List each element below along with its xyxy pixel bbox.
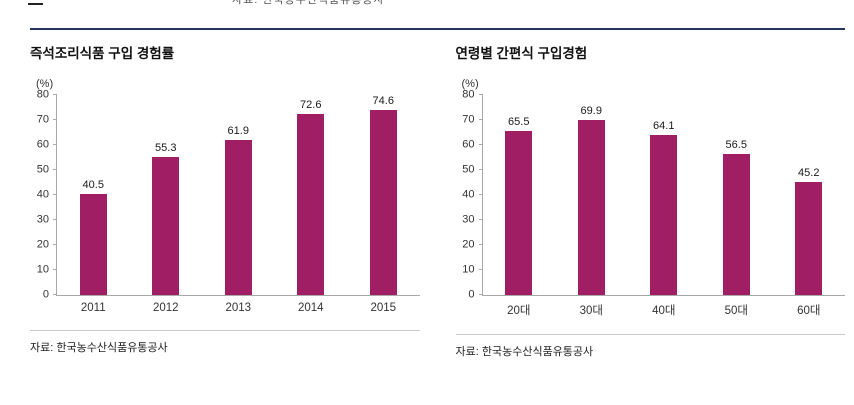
source-note: 자료: 한국농수산식품유통공사	[455, 334, 845, 359]
y-tick-label: 40	[462, 188, 475, 201]
bars-container: 40.5 55.3 61.9 72.6 74.6	[57, 95, 420, 295]
y-tick-mark	[53, 294, 57, 295]
bar-value-label: 40.5	[82, 178, 104, 191]
chart-title: 연령별 간편식 구입경험	[455, 46, 588, 61]
plot-area: 40.5 55.3 61.9 72.6 74.6	[53, 94, 420, 296]
y-tick-label: 20	[36, 238, 49, 251]
bar	[795, 182, 823, 295]
bar	[505, 131, 533, 295]
x-axis-label: 2014	[297, 302, 324, 314]
clipped-top-source-label: 자료: 한국농수산식품유통공사	[232, 0, 385, 6]
bar-group: 56.5	[704, 95, 768, 295]
header-divider-line	[30, 28, 845, 30]
y-tick-mark	[478, 94, 483, 95]
y-tick-label: 70	[462, 113, 475, 126]
charts-row: 즉석조리식품 구입 경험률 (%) 0 10 20 30 40 50 60 70 80 40.5…	[30, 40, 845, 359]
chart-title: 즉석조리식품 구입 경험률	[30, 46, 175, 61]
y-tick-label: 0	[42, 288, 49, 301]
bar-value-label: 61.9	[227, 125, 249, 138]
y-tick-mark	[53, 94, 57, 95]
source-note: 자료: 한국농수산식품유통공사	[30, 330, 420, 355]
y-tick-label: 10	[462, 263, 475, 276]
x-axis-label: 2015	[370, 302, 397, 314]
y-tick-label: 70	[36, 113, 49, 126]
y-tick-label: 60	[462, 138, 475, 151]
chart-body: 0 10 20 30 40 50 60 70 80 65.5 69.9 64.1 56.5 45.2	[456, 89, 846, 300]
x-axis-label: 60대	[797, 305, 821, 317]
bar	[722, 153, 750, 295]
bar-value-label: 72.6	[300, 98, 322, 111]
x-axis-labels: 2011 2012 2013 2014 2015	[57, 302, 420, 314]
bar-value-label: 69.9	[580, 105, 602, 118]
bar-value-label: 65.5	[508, 116, 530, 129]
y-tick-label: 30	[462, 213, 475, 226]
x-axis-label: 2012	[152, 302, 179, 314]
bar-group: 65.5	[487, 95, 551, 295]
bar-group: 40.5	[61, 95, 125, 295]
x-axis-labels: 20대 30대 40대 50대 60대	[483, 302, 846, 318]
plot-area: 65.5 69.9 64.1 56.5 45.2	[478, 94, 846, 296]
x-axis-label: 30대	[579, 305, 603, 317]
clipped-top-source-text: 자료: 한국농수산식품유통공사	[232, 0, 385, 7]
y-tick-label: 80	[462, 88, 475, 101]
bar-value-label: 64.1	[653, 119, 675, 132]
x-axis-label: 40대	[652, 305, 676, 317]
top-left-rule-fragment	[28, 3, 43, 5]
y-tick-mark	[53, 119, 57, 120]
y-tick-mark	[53, 169, 57, 170]
x-axis-label: 2013	[225, 302, 252, 314]
bar	[650, 134, 678, 295]
bar-group: 74.6	[351, 95, 415, 295]
bar-group: 61.9	[206, 95, 270, 295]
bar-group: 72.6	[279, 95, 343, 295]
y-tick-mark	[53, 244, 57, 245]
y-tick-label: 10	[36, 263, 49, 276]
y-tick-mark	[478, 194, 483, 195]
y-tick-label: 40	[36, 188, 49, 201]
y-tick-mark	[478, 144, 483, 145]
y-axis-unit-label: (%)	[36, 78, 54, 90]
y-axis-unit-label: (%)	[461, 78, 479, 90]
y-tick-mark	[478, 119, 483, 120]
bar	[577, 120, 605, 295]
y-tick-mark	[53, 269, 57, 270]
x-axis-label: 50대	[724, 305, 748, 317]
y-tick-mark	[478, 294, 483, 295]
bar	[297, 113, 325, 295]
bar-group: 69.9	[559, 95, 623, 295]
y-tick-mark	[53, 144, 57, 145]
y-axis-labels: 0 10 20 30 40 50 60 70 80	[30, 89, 56, 300]
y-tick-label: 50	[462, 163, 475, 176]
y-tick-mark	[478, 219, 483, 220]
bar-value-label: 55.3	[155, 141, 177, 154]
y-tick-label: 30	[36, 213, 49, 226]
bar-chart-by-age: 연령별 간편식 구입경험 (%) 0 10 20 30 40 50 60 70 80 65.5 6…	[455, 40, 846, 359]
bar	[369, 110, 397, 295]
bar-value-label: 56.5	[725, 138, 747, 151]
y-tick-mark	[478, 269, 483, 270]
x-axis-label: 20대	[507, 305, 531, 317]
y-tick-label: 80	[36, 88, 49, 101]
y-tick-mark	[53, 219, 57, 220]
bar-group: 45.2	[777, 95, 841, 295]
bar	[79, 193, 107, 295]
x-axis-label: 2011	[80, 302, 106, 314]
bar-group: 64.1	[632, 95, 696, 295]
y-tick-mark	[478, 244, 483, 245]
y-tick-mark	[53, 194, 57, 195]
y-tick-label: 20	[462, 238, 475, 251]
y-tick-label: 50	[36, 163, 49, 176]
bar-chart-instant-food: 즉석조리식품 구입 경험률 (%) 0 10 20 30 40 50 60 70 80 40.5…	[30, 40, 420, 359]
y-tick-label: 60	[36, 138, 49, 151]
chart-body: 0 10 20 30 40 50 60 70 80 40.5 55.3 61.9 72.6 74.6	[30, 89, 420, 300]
bar	[152, 156, 180, 295]
bar-group: 55.3	[134, 95, 198, 295]
bars-container: 65.5 69.9 64.1 56.5 45.2	[483, 95, 846, 295]
y-tick-label: 0	[468, 288, 475, 301]
bar	[224, 140, 252, 295]
bar-value-label: 74.6	[372, 95, 394, 107]
bar-value-label: 45.2	[798, 167, 820, 179]
y-tick-mark	[478, 169, 483, 170]
y-axis-labels: 0 10 20 30 40 50 60 70 80	[456, 89, 482, 300]
